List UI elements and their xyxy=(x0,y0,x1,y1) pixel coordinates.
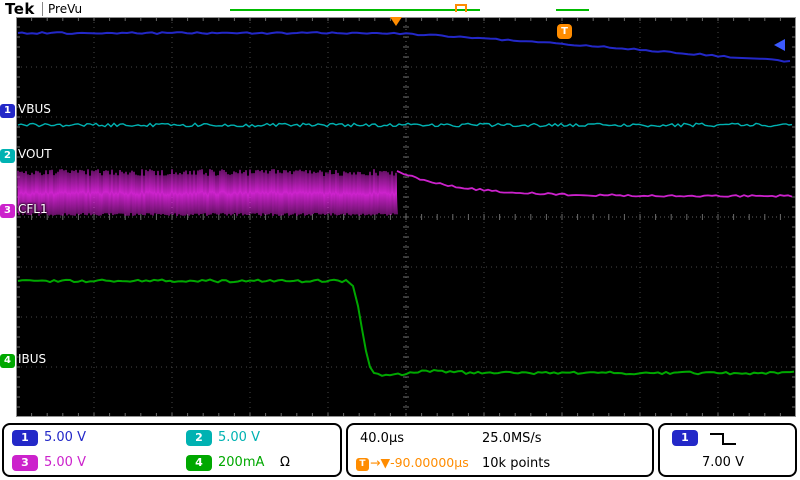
ch3-position-marker[interactable]: 3 xyxy=(0,204,15,218)
horizontal-readout-box: 40.0µs 25.0MS/s T →▼-90.00000µs 10k point… xyxy=(346,423,654,477)
record-view-bar-segment xyxy=(556,9,589,11)
trigger-source-badge: 1 xyxy=(672,430,698,446)
ch2-trace-label: VOUT xyxy=(18,147,52,161)
ch2-scale-readout: 5.00 V xyxy=(218,430,260,445)
record-length-readout: 10k points xyxy=(482,456,551,471)
ch3-badge: 3 xyxy=(12,455,38,471)
vertical-readout-box: 1 5.00 V 2 5.00 V 3 5.00 V 4 200mA Ω xyxy=(2,423,342,477)
waveform-display xyxy=(16,17,796,417)
ch1-position-marker[interactable]: 1 xyxy=(0,104,15,118)
trigger-t-icon: T xyxy=(356,458,369,471)
window-position-icon xyxy=(455,4,467,12)
ch3-trace-label: CFL1 xyxy=(18,202,48,216)
ch4-trace-label: IBUS xyxy=(18,352,47,366)
ch2-position-marker[interactable]: 2 xyxy=(0,149,15,163)
ch1-scale-readout: 5.00 V xyxy=(44,430,86,445)
ch2-badge: 2 xyxy=(186,430,212,446)
ch4-badge: 4 xyxy=(186,455,212,471)
trigger-delay-readout: T →▼-90.00000µs xyxy=(356,455,469,471)
trigger-delay-arrows-icon: →▼ xyxy=(370,455,391,470)
timebase-readout: 40.0µs xyxy=(360,431,404,446)
trigger-time-icon[interactable]: T xyxy=(557,24,572,39)
ch1-badge: 1 xyxy=(12,430,38,446)
trigger-position-icon[interactable] xyxy=(390,17,402,26)
trigger-level-readout: 7.00 V xyxy=(702,455,744,470)
ch3-scale-readout: 5.00 V xyxy=(44,455,86,470)
ch1-trace-label: VBUS xyxy=(18,102,51,116)
tek-logo: Tek xyxy=(5,0,35,18)
trigger-delay-value: -90.00000µs xyxy=(390,455,469,470)
ch4-coupling-readout: Ω xyxy=(280,455,290,470)
trigger-level-arrow-icon[interactable] xyxy=(774,39,785,51)
acquisition-status: PreVu xyxy=(42,2,82,16)
ch4-scale-readout: 200mA xyxy=(218,455,265,470)
sample-rate-readout: 25.0MS/s xyxy=(482,431,542,446)
trigger-readout-box: 1 7.00 V xyxy=(658,423,797,477)
falling-edge-icon xyxy=(710,433,736,445)
graticule xyxy=(16,17,796,417)
ch4-position-marker[interactable]: 4 xyxy=(0,354,15,368)
record-view-bar xyxy=(230,9,480,11)
